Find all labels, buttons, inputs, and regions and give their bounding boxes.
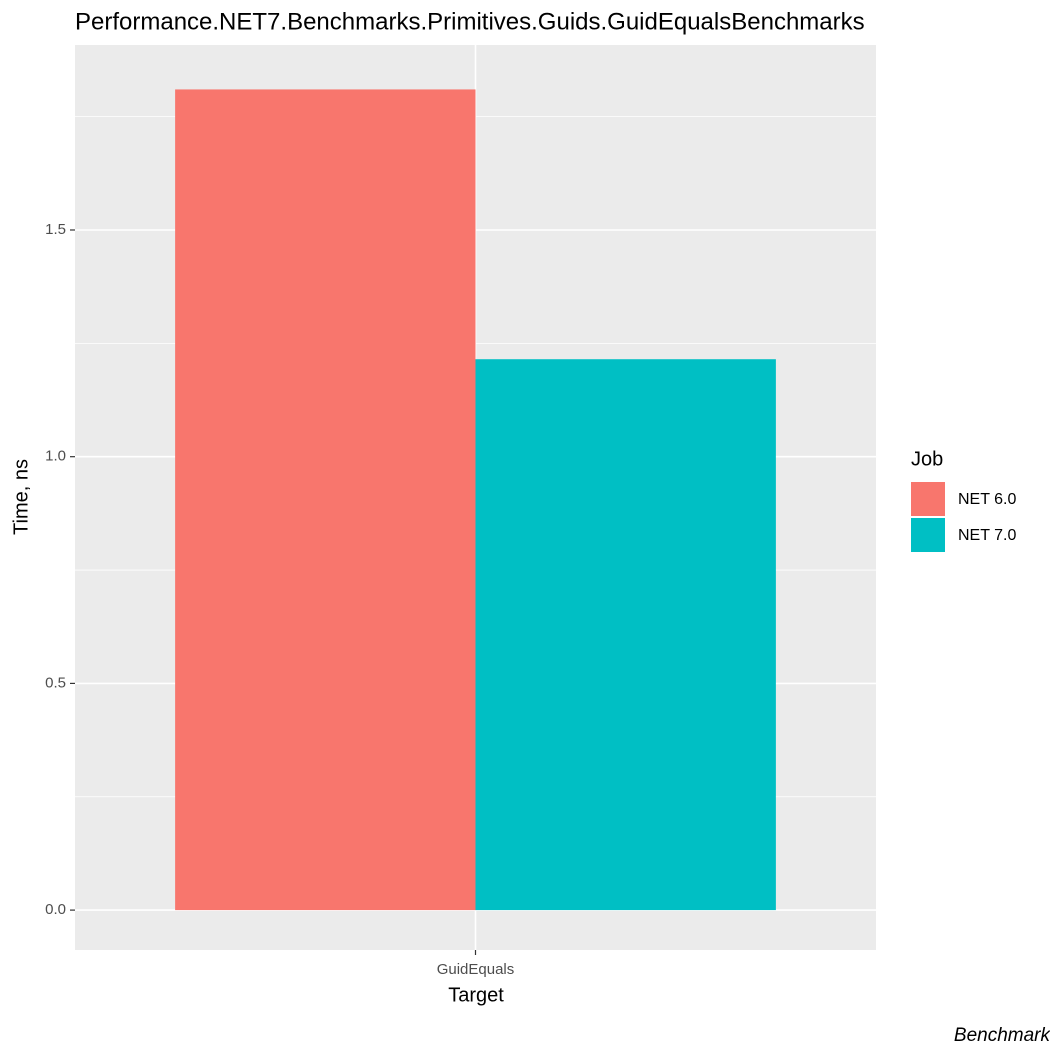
legend-label: NET 7.0: [958, 527, 1017, 544]
x-axis-label: Target: [448, 984, 504, 1006]
y-tick-label: 0.5: [45, 674, 66, 691]
y-tick-label: 1.0: [45, 448, 66, 465]
legend-key: [911, 518, 945, 552]
y-tick-label: 1.5: [45, 221, 66, 238]
chart-title: Performance.NET7.Benchmarks.Primitives.G…: [75, 8, 865, 35]
bar: [175, 89, 476, 911]
caption: Benchmark: [954, 1025, 1050, 1046]
x-tick-label: GuidEquals: [437, 961, 515, 978]
y-tick-label: 0.0: [45, 901, 66, 918]
y-axis-label: Time, ns: [10, 459, 32, 535]
bar: [475, 359, 776, 911]
legend-title: Job: [911, 448, 943, 470]
legend-key: [911, 482, 945, 516]
legend-label: NET 6.0: [958, 491, 1017, 508]
